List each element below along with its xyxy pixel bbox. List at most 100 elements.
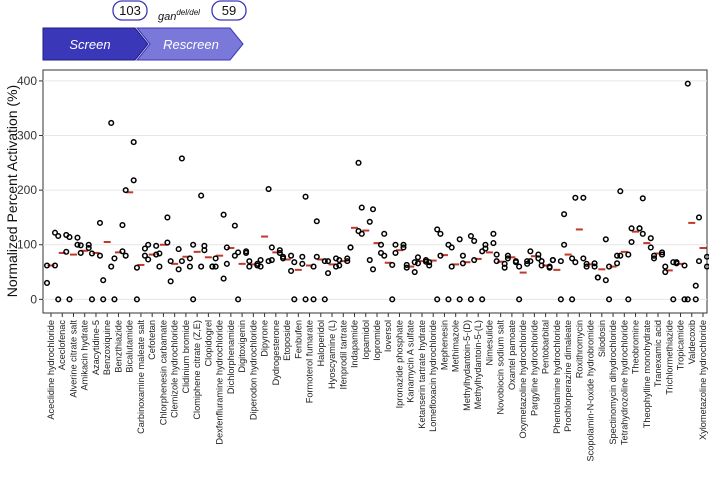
genotype-sup: del/del (176, 8, 200, 17)
data-point (190, 296, 197, 303)
data-point (479, 296, 486, 303)
data-point (471, 256, 478, 264)
data-point (235, 296, 242, 303)
data-point (403, 264, 410, 271)
x-tick-label: Roxithromycin (574, 320, 584, 378)
data-point (51, 262, 59, 269)
data-point (512, 259, 519, 266)
data-point (186, 263, 193, 270)
data-point (231, 222, 238, 229)
data-point (647, 235, 654, 242)
data-point (580, 255, 587, 262)
x-tick-label: Theophylline monohydrate (642, 320, 652, 428)
data-point (527, 258, 534, 265)
x-tick-label: Tetrahydrozoline hydrochloride (619, 320, 629, 445)
data-point (456, 236, 463, 243)
data-point (459, 260, 466, 267)
data-point (647, 244, 654, 251)
data-point (392, 241, 399, 248)
data-point (358, 230, 365, 237)
x-tick-label: Digitoxigenin (237, 320, 247, 373)
data-point (557, 258, 564, 265)
data-point (175, 246, 182, 253)
data-point (88, 296, 96, 303)
x-tick-label: Xylometazoline hydrochloride (698, 320, 708, 440)
data-point (336, 256, 343, 264)
data-point (153, 251, 160, 258)
data-point (490, 230, 497, 237)
data-point (355, 159, 362, 166)
data-point (276, 247, 283, 254)
data-point (212, 263, 219, 270)
data-point (448, 244, 455, 251)
data-point (223, 244, 230, 251)
data-point (569, 296, 576, 303)
data-point (100, 296, 107, 303)
data-point (246, 258, 253, 265)
rescreen-count-badge (211, 0, 247, 21)
data-point (625, 296, 632, 303)
data-point (288, 267, 295, 275)
data-point (504, 255, 511, 262)
data-point (358, 204, 365, 211)
data-point (100, 277, 107, 284)
data-point (74, 234, 81, 241)
data-point (111, 296, 118, 303)
x-tick-label: Tranexamic acid (653, 320, 663, 387)
data-point (662, 268, 669, 276)
x-tick-label: Kanamycin A sulfate (406, 320, 416, 403)
data-point (145, 241, 152, 248)
data-point (265, 258, 272, 265)
data-point (606, 296, 613, 303)
x-tick-label: Azacytidine-5 (91, 320, 101, 375)
data-point (55, 296, 62, 303)
data-point (310, 263, 317, 270)
workflow-header: Screen Rescreen 103 gandel/del 59 (42, 0, 247, 61)
x-tick-label: Scopolamin-N-oxide hydrobromide (586, 320, 596, 461)
data-point (426, 262, 433, 269)
data-point (108, 263, 115, 270)
data-point (235, 249, 242, 256)
data-point (411, 259, 418, 266)
data-point (650, 255, 658, 262)
x-tick-label: Cefotetan (147, 320, 157, 360)
data-point (310, 296, 317, 303)
data-point (703, 253, 709, 260)
data-point (445, 296, 452, 303)
data-point (456, 296, 463, 303)
x-tick-label: Iopamidol (361, 320, 371, 360)
data-point (538, 262, 545, 269)
y-tick-label: 100 (17, 238, 37, 252)
data-point (108, 119, 115, 127)
data-point (257, 263, 264, 270)
data-point (74, 241, 81, 248)
data-point (524, 258, 531, 265)
data-point (122, 187, 129, 194)
data-point (313, 253, 320, 260)
data-point (684, 296, 691, 303)
x-tick-label: Ifenprodil tartrate (338, 320, 348, 389)
data-point (366, 218, 373, 225)
data-point (482, 245, 489, 252)
x-tick-label: Trichlormethiazide (664, 320, 674, 395)
data-point (156, 263, 163, 270)
data-point (133, 296, 140, 303)
data-point (583, 260, 590, 267)
x-tick-label: Ketanserin tartrate hydrate (417, 320, 427, 429)
x-tick-label: Dydrogesterone (271, 320, 281, 385)
data-point (695, 258, 703, 265)
data-point (561, 211, 568, 218)
data-point (557, 296, 564, 303)
data-point (403, 261, 410, 268)
data-point (535, 251, 542, 258)
y-tick-label: 300 (17, 129, 37, 143)
x-tick-label: Alverine citrate salt (68, 320, 78, 398)
data-point (467, 232, 474, 240)
data-point (175, 266, 182, 273)
x-tick-label: Dipyrone (260, 320, 270, 357)
data-point (636, 225, 643, 232)
data-point (602, 277, 609, 284)
data-point (265, 185, 272, 193)
data-point (583, 263, 590, 270)
x-tick-label: Clidinium bromide (181, 320, 191, 394)
